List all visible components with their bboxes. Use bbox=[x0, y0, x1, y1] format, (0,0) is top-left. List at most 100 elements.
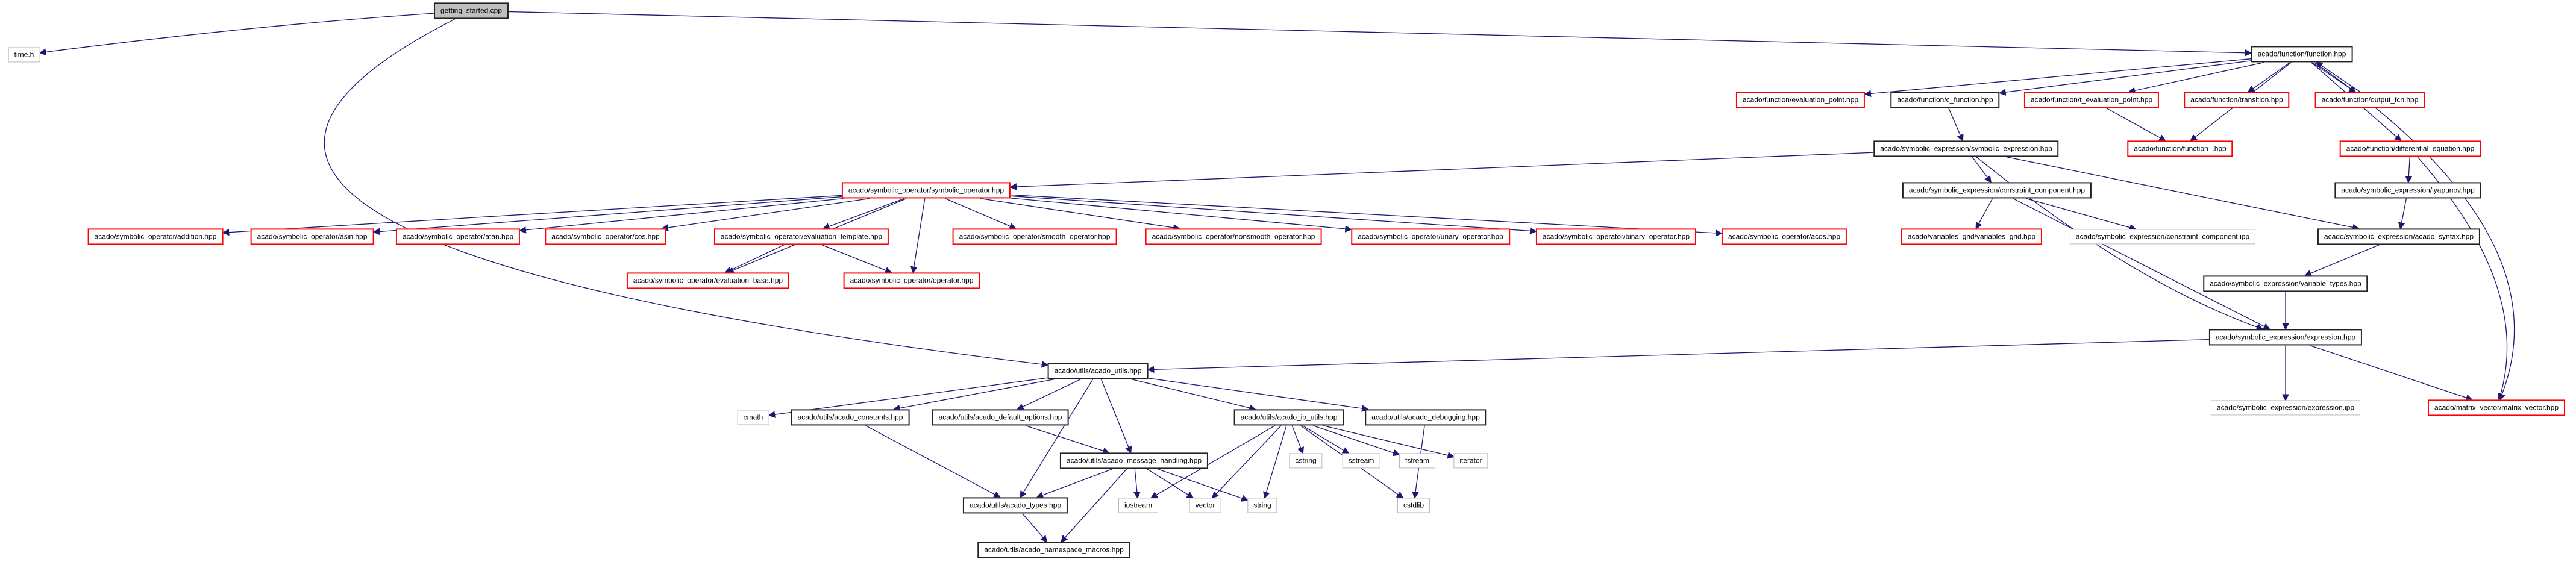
edge-acado_constants-to-acado_types bbox=[865, 425, 1001, 498]
graph-node-acado_default_options[interactable]: acado/utils/acado_default_options.hpp bbox=[932, 409, 1069, 426]
edge-acado_syntax-to-variable_types bbox=[2304, 244, 2380, 276]
edge-acado_io_utils-to-iterator bbox=[1323, 425, 1455, 459]
graph-node-string[interactable]: string bbox=[1247, 498, 1277, 513]
edge-symbolic_operator-to-acos bbox=[1011, 194, 1723, 237]
graph-node-vector[interactable]: vector bbox=[1189, 498, 1221, 513]
graph-node-symbolic_operator[interactable]: acado/symbolic_operator/symbolic_operato… bbox=[841, 182, 1011, 199]
edge-function-to-t_evaluation_point bbox=[2128, 61, 2264, 95]
graph-node-acado_utils[interactable]: acado/utils/acado_utils.hpp bbox=[1047, 363, 1149, 379]
edge-evaluation_template-to-operator bbox=[821, 244, 892, 274]
graph-node-expression_hpp[interactable]: acado/symbolic_expression/expression.hpp bbox=[2208, 329, 2363, 346]
edge-getting_started-to-function bbox=[509, 11, 2252, 57]
edge-symbolic_operator-to-nonsmooth_operator bbox=[980, 198, 1180, 231]
graph-node-lyapunov[interactable]: acado/symbolic_expression/lyapunov.hpp bbox=[2334, 182, 2481, 199]
graph-node-acado_debugging[interactable]: acado/utils/acado_debugging.hpp bbox=[1365, 409, 1487, 426]
graph-node-transition[interactable]: acado/function/transition.hpp bbox=[2184, 92, 2290, 108]
graph-node-cmath[interactable]: cmath bbox=[737, 410, 769, 425]
edge-acado_message_handling-to-string bbox=[1157, 468, 1249, 502]
graph-node-output_fcn[interactable]: acado/function/output_fcn.hpp bbox=[2314, 92, 2425, 108]
edge-symbolic_operator-to-unary_operator bbox=[1011, 198, 1352, 233]
graph-node-sstream[interactable]: sstream bbox=[1342, 453, 1380, 469]
graph-node-function[interactable]: acado/function/function.hpp bbox=[2251, 46, 2353, 63]
graph-node-operator[interactable]: acado/symbolic_operator/operator.hpp bbox=[843, 272, 980, 289]
edge-function-to-transition bbox=[2247, 62, 2291, 93]
edge-constraint_component_hpp-to-constraint_component_ipp bbox=[2026, 198, 2137, 231]
edge-acado_utils-to-acado_default_options bbox=[1017, 379, 1081, 410]
edge-expression_hpp-to-acado_utils bbox=[1147, 339, 2209, 373]
graph-node-iterator[interactable]: iterator bbox=[1453, 453, 1488, 469]
graph-node-smooth_operator[interactable]: acado/symbolic_operator/smooth_operator.… bbox=[952, 228, 1117, 245]
edge-symbolic_operator-to-evaluation_template bbox=[822, 198, 904, 230]
edge-symbolic_operator-to-operator bbox=[910, 198, 926, 274]
graph-node-acado_io_utils[interactable]: acado/utils/acado_io_utils.hpp bbox=[1233, 409, 1344, 426]
graph-node-evaluation_base[interactable]: acado/symbolic_operator/evaluation_base.… bbox=[626, 272, 790, 289]
edge-acado_io_utils-to-cstring bbox=[1291, 425, 1304, 455]
graph-node-unary_operator[interactable]: acado/symbolic_operator/unary_operator.h… bbox=[1351, 228, 1510, 245]
edge-acado_utils-to-acado_types bbox=[1020, 379, 1094, 498]
graph-node-constraint_component_ipp[interactable]: acado/symbolic_expression/constraint_com… bbox=[2069, 229, 2256, 245]
graph-node-acado_message_handling[interactable]: acado/utils/acado_message_handling.hpp bbox=[1059, 452, 1209, 469]
edge-function-to-matrix_vector bbox=[2313, 62, 2515, 401]
graph-node-c_function[interactable]: acado/function/c_function.hpp bbox=[1890, 92, 2000, 108]
edge-getting_started-to-acado_utils bbox=[324, 19, 1049, 368]
edge-acado_io_utils-to-sstream bbox=[1302, 425, 1350, 454]
edge-evaluation_template-to-evaluation_base bbox=[724, 245, 785, 273]
edge-acado_message_handling-to-acado_types bbox=[1036, 468, 1113, 499]
graph-node-differential_equation[interactable]: acado/function/differential_equation.hpp bbox=[2339, 140, 2481, 157]
edge-symbolic_expression-to-acado_syntax bbox=[2006, 156, 2360, 231]
edge-constraint_component_hpp-to-variables_grid bbox=[1975, 198, 1993, 229]
edge-output_fcn-to-function bbox=[2315, 61, 2361, 92]
edge-acado_default_options-to-acado_message_handling bbox=[1025, 425, 1110, 454]
graph-node-atan[interactable]: acado/symbolic_operator/atan.hpp bbox=[395, 228, 521, 245]
graph-node-getting_started[interactable]: getting_started.cpp bbox=[433, 2, 509, 19]
graph-node-variables_grid[interactable]: acado/variables_grid/variables_grid.hpp bbox=[1901, 228, 2043, 245]
edge-getting_started-to-time_h bbox=[39, 13, 434, 56]
graph-node-acado_syntax[interactable]: acado/symbolic_expression/acado_syntax.h… bbox=[2317, 228, 2481, 245]
graph-node-expression_ipp[interactable]: acado/symbolic_expression/expression.ipp bbox=[2210, 400, 2361, 416]
edge-acado_types-to-acado_namespace_macros bbox=[1022, 513, 1048, 543]
edge-acado_message_handling-to-vector bbox=[1147, 469, 1194, 499]
edge-acado_utils-to-acado_constants bbox=[892, 378, 1055, 412]
graph-node-iostream[interactable]: iostream bbox=[1118, 498, 1159, 513]
graph-node-fstream[interactable]: fstream bbox=[1399, 453, 1436, 469]
graph-node-cstdlib[interactable]: cstdlib bbox=[1397, 498, 1431, 513]
graph-node-function_[interactable]: acado/function/function_.hpp bbox=[2127, 140, 2233, 157]
edge-symbolic_operator-to-addition bbox=[222, 195, 842, 236]
graph-node-acado_constants[interactable]: acado/utils/acado_constants.hpp bbox=[791, 409, 910, 426]
graph-node-evaluation_point[interactable]: acado/function/evaluation_point.hpp bbox=[1735, 92, 1866, 108]
graph-node-variable_types[interactable]: acado/symbolic_expression/variable_types… bbox=[2203, 275, 2368, 292]
edge-t_evaluation_point-to-function_ bbox=[2106, 108, 2166, 142]
edge-group bbox=[39, 11, 2515, 543]
edge-acado_io_utils-to-string bbox=[1263, 425, 1287, 499]
edge-symbolic_expression-to-symbolic_operator bbox=[1009, 152, 1874, 190]
graph-node-asin[interactable]: acado/symbolic_operator/asin.hpp bbox=[250, 228, 374, 245]
edge-acado_utils-to-acado_debugging bbox=[1148, 378, 1369, 412]
graph-node-time_h[interactable]: time.h bbox=[8, 47, 40, 63]
edge-acado_io_utils-to-iostream bbox=[1150, 425, 1276, 499]
graph-node-acos[interactable]: acado/symbolic_operator/acos.hpp bbox=[1721, 228, 1847, 245]
graph-node-cstring[interactable]: cstring bbox=[1289, 453, 1323, 469]
graph-node-acado_types[interactable]: acado/utils/acado_types.hpp bbox=[962, 497, 1068, 514]
graph-node-addition[interactable]: acado/symbolic_operator/addition.hpp bbox=[87, 228, 224, 245]
graph-node-cos[interactable]: acado/symbolic_operator/cos.hpp bbox=[545, 228, 666, 245]
edge-symbolic_operator-to-atan bbox=[519, 198, 844, 234]
graph-node-symbolic_expression[interactable]: acado/symbolic_expression/symbolic_expre… bbox=[1873, 140, 2059, 157]
edge-acado_message_handling-to-acado_namespace_macros bbox=[1061, 469, 1127, 543]
graph-node-constraint_component_hpp[interactable]: acado/symbolic_expression/constraint_com… bbox=[1902, 182, 2092, 199]
graph-node-acado_namespace_macros[interactable]: acado/utils/acado_namespace_macros.hpp bbox=[977, 542, 1130, 558]
edge-acado_io_utils-to-vector bbox=[1211, 425, 1282, 499]
edge-acado_io_utils-to-fstream bbox=[1313, 425, 1400, 457]
edge-function-to-c_function bbox=[1998, 60, 2251, 96]
edge-c_function-to-symbolic_expression bbox=[1948, 108, 1964, 142]
edge-symbolic_operator-to-cos bbox=[661, 198, 870, 231]
edge-acado_utils-to-acado_io_utils bbox=[1131, 378, 1256, 411]
edge-lyapunov-to-acado_syntax bbox=[2398, 198, 2407, 230]
graph-node-binary_operator[interactable]: acado/symbolic_operator/binary_operator.… bbox=[1535, 228, 1697, 245]
graph-node-t_evaluation_point[interactable]: acado/function/t_evaluation_point.hpp bbox=[2023, 92, 2160, 108]
edge-symbolic_expression-to-constraint_component_hpp bbox=[1972, 157, 1992, 183]
edge-expression_hpp-to-matrix_vector bbox=[2310, 345, 2473, 401]
graph-node-nonsmooth_operator[interactable]: acado/symbolic_operator/nonsmooth_operat… bbox=[1145, 228, 1322, 245]
graph-node-evaluation_template[interactable]: acado/symbolic_operator/evaluation_templ… bbox=[713, 228, 889, 245]
graph-node-matrix_vector[interactable]: acado/matrix_vector/matrix_vector.hpp bbox=[2427, 399, 2566, 416]
